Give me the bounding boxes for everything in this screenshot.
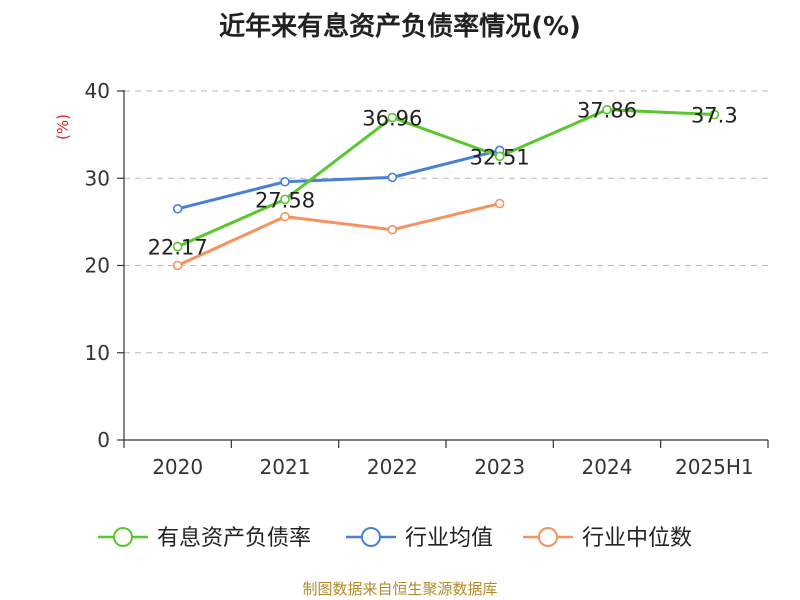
y-tick-label: 20 (85, 254, 110, 278)
y-tick-label: 30 (85, 166, 110, 190)
data-label: 27.58 (255, 188, 315, 212)
legend-swatch-marker (538, 527, 558, 547)
y-tick-label: 40 (85, 79, 110, 103)
legend-swatch-marker (361, 527, 381, 547)
data-point (280, 194, 290, 205)
series-lines (172, 104, 720, 271)
data-point (172, 241, 183, 252)
data-point (387, 112, 398, 123)
x-tick-label: 2020 (152, 455, 203, 479)
data-label: 22.17 (148, 236, 208, 260)
data-point (172, 260, 183, 271)
data-point (172, 203, 183, 214)
legend-label: 行业中位数 (582, 526, 692, 551)
legend-label: 有息资产负债率 (157, 526, 311, 551)
y-axis-label: (%) (54, 114, 72, 140)
data-point (494, 151, 505, 162)
data-point (280, 211, 290, 222)
data-source-note: 制图数据来自恒生聚源数据库 (302, 580, 498, 598)
data-label: 37.86 (577, 99, 637, 123)
x-tick-label: 2021 (260, 455, 311, 479)
series-line (177, 202, 501, 267)
data-point (387, 224, 398, 235)
data-point (494, 198, 505, 209)
axes: 0 10 20 30 40 (%) 2020 2021 2022 2023 2024 2025H1 (54, 79, 769, 479)
series-line (177, 108, 715, 248)
x-tick-label: 2025H1 (675, 455, 754, 479)
data-labels: 22.17 27.58 36.96 32.51 37.86 37.3 (148, 99, 738, 260)
legend-label: 行业均值 (405, 526, 493, 551)
data-point (280, 176, 290, 187)
data-point (602, 104, 612, 115)
data-label: 32.51 (470, 145, 530, 169)
series-line (177, 148, 501, 211)
y-tick-label: 0 (97, 428, 110, 452)
data-point (387, 172, 398, 183)
x-tick-label: 2023 (474, 455, 525, 479)
y-tick-label: 10 (85, 341, 110, 365)
data-point (709, 109, 720, 120)
grid-lines (124, 90, 768, 354)
chart-title: 近年来有息资产负债率情况(%) (219, 12, 581, 42)
x-tick-label: 2022 (367, 455, 418, 479)
data-label: 36.96 (362, 107, 422, 131)
x-tick-label: 2024 (582, 455, 633, 479)
legend: 有息资产负债率 行业均值 行业中位数 (98, 526, 692, 551)
legend-swatch-marker (113, 527, 133, 547)
data-label: 37.3 (691, 104, 738, 128)
